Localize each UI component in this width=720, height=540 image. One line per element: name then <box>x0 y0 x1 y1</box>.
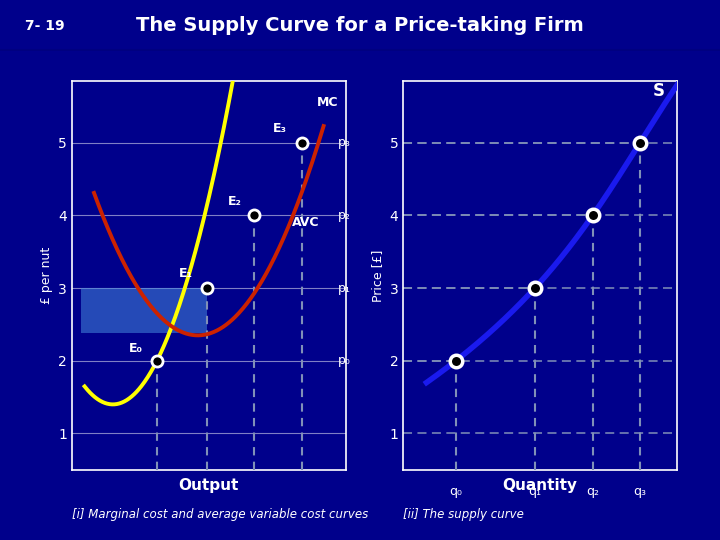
X-axis label: Output: Output <box>179 478 239 493</box>
Text: E₀: E₀ <box>129 342 143 355</box>
X-axis label: Quantity: Quantity <box>503 478 577 493</box>
Text: p₃: p₃ <box>338 136 351 149</box>
Text: 7- 19: 7- 19 <box>25 19 65 32</box>
Y-axis label: Price [£]: Price [£] <box>371 249 384 301</box>
Text: q₁: q₁ <box>528 485 541 498</box>
Text: The Supply Curve for a Price-taking Firm: The Supply Curve for a Price-taking Firm <box>136 16 584 35</box>
Y-axis label: £ per nut: £ per nut <box>40 247 53 304</box>
Text: MC: MC <box>318 97 339 110</box>
Text: q₃: q₃ <box>634 485 647 498</box>
Text: AVC: AVC <box>292 217 320 230</box>
Text: p₂: p₂ <box>338 209 351 222</box>
Text: q₂: q₂ <box>586 485 599 498</box>
Text: E₃: E₃ <box>274 122 287 135</box>
Text: [ii] The supply curve: [ii] The supply curve <box>403 508 524 522</box>
Text: p₀: p₀ <box>338 354 351 367</box>
Text: p₁: p₁ <box>338 282 351 295</box>
Bar <box>81 288 207 333</box>
Text: q₀: q₀ <box>449 485 462 498</box>
Text: [i] Marginal cost and average variable cost curves: [i] Marginal cost and average variable c… <box>72 508 368 522</box>
Text: S: S <box>653 82 665 99</box>
Text: E₁: E₁ <box>179 267 193 280</box>
Text: E₂: E₂ <box>228 194 241 207</box>
